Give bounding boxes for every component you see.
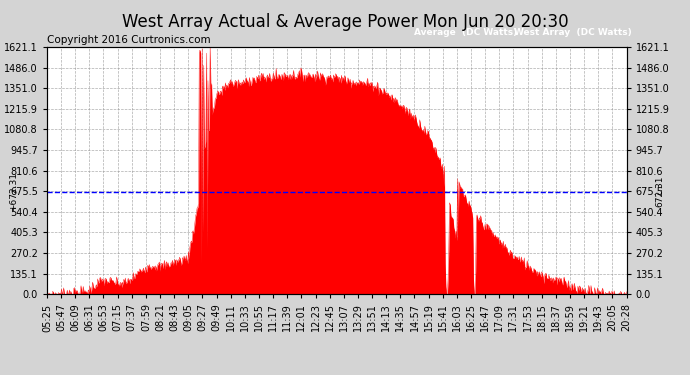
Text: West Array  (DC Watts): West Array (DC Watts) <box>514 28 632 38</box>
Text: Average  (DC Watts): Average (DC Watts) <box>415 28 518 38</box>
Text: +672.31: +672.31 <box>9 172 19 211</box>
Text: Copyright 2016 Curtronics.com: Copyright 2016 Curtronics.com <box>47 35 210 45</box>
Text: 672.31: 672.31 <box>655 176 664 207</box>
Text: West Array Actual & Average Power Mon Jun 20 20:30: West Array Actual & Average Power Mon Ju… <box>121 13 569 31</box>
